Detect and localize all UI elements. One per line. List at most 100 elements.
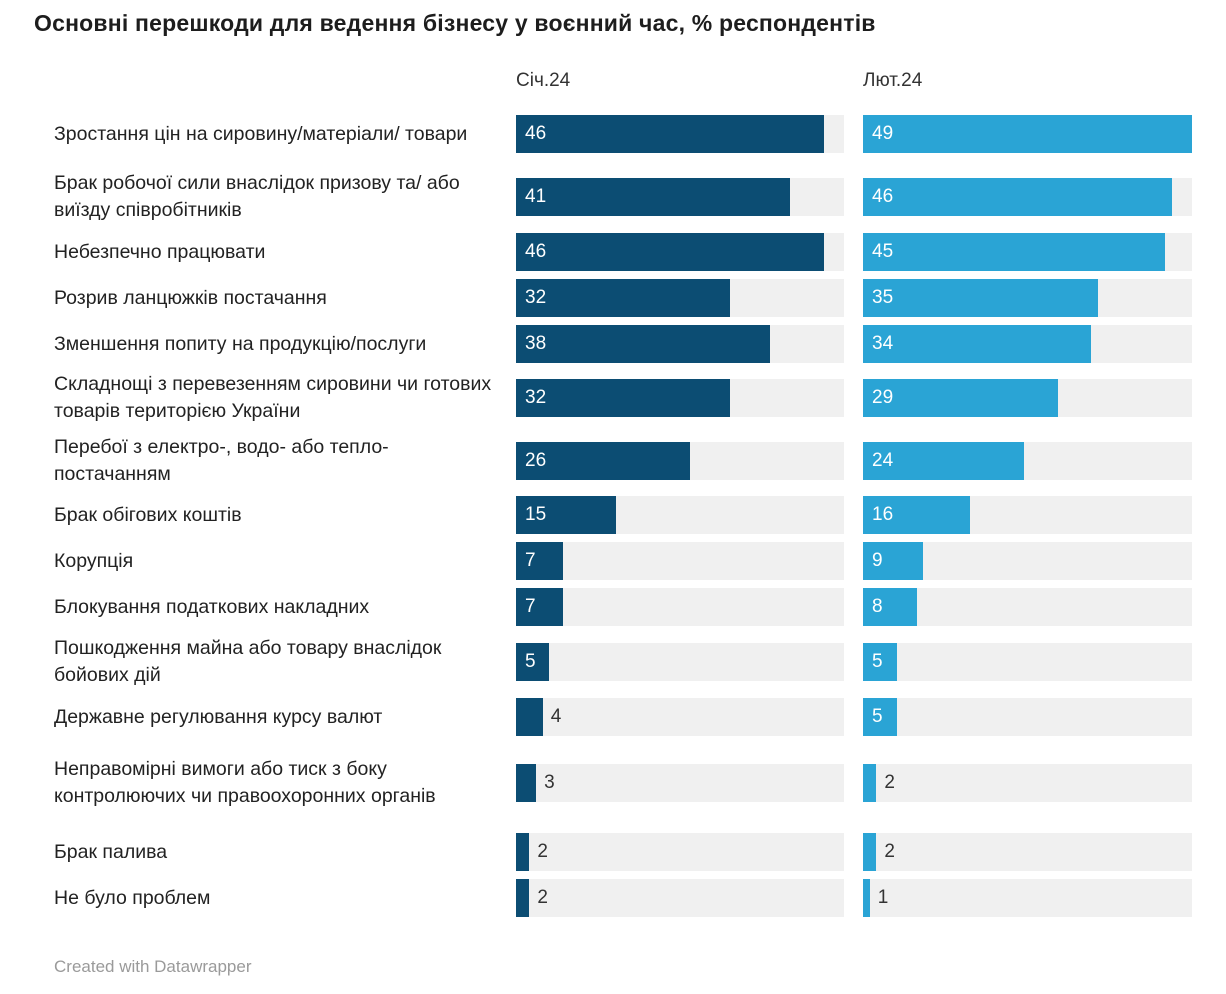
bar-feb: [863, 233, 1166, 271]
data-label-feb: 46: [872, 186, 894, 207]
bar-track-jan: 7: [516, 588, 844, 626]
bar-track-jan: 46: [516, 115, 844, 153]
bar-track-jan: 32: [516, 279, 844, 317]
bar-feb: [863, 279, 1098, 317]
category-label: Брак палива: [54, 840, 168, 863]
bar-jan: [516, 643, 550, 681]
data-label-feb: 2: [884, 772, 895, 793]
bar-feb: [863, 643, 897, 681]
bar-feb: [863, 325, 1092, 363]
bar-jan: [516, 279, 731, 317]
bar-track-feb: 35: [863, 279, 1192, 317]
bar-track-jan: 3: [516, 764, 844, 802]
bar-track-jan: 4: [516, 698, 844, 736]
category-label: Неправомірні вимоги або тиск з боку конт…: [54, 758, 436, 807]
bar-track-feb: 8: [863, 588, 1192, 626]
bar-track-feb: 2: [863, 833, 1192, 871]
data-label-jan: 46: [525, 123, 547, 144]
category-label: Зростання цін на сировину/матеріали/ тов…: [54, 122, 468, 145]
bar-track-feb: 5: [863, 698, 1192, 736]
bar-track-jan: 26: [516, 442, 844, 480]
bar-track-feb: 1: [863, 879, 1192, 917]
bar-track-jan: 15: [516, 496, 844, 534]
data-label-feb: 45: [872, 241, 894, 262]
data-label-feb: 1: [877, 887, 889, 908]
bar-track-feb: 16: [863, 496, 1192, 534]
category-label: Розрив ланцюжків постачання: [54, 286, 327, 309]
bar-jan: [516, 879, 530, 917]
bar-track-jan: 2: [516, 833, 844, 871]
bar-jan: [516, 833, 530, 871]
bar-track-feb: 45: [863, 233, 1192, 271]
category-label: Зменшення попиту на продукцію/послуги: [54, 332, 427, 355]
column-header-feb: Лют.24: [863, 70, 923, 91]
bar-track-jan: 38: [516, 325, 844, 363]
bar-track-jan: 46: [516, 233, 844, 271]
bar-feb: [863, 442, 1025, 480]
chart-title: Основні перешкоди для ведення бізнесу у …: [34, 10, 876, 36]
bar-feb: [863, 833, 877, 871]
data-label-jan: 2: [537, 841, 548, 862]
bar-jan: [516, 115, 824, 153]
data-label-jan: 4: [550, 706, 562, 727]
category-label: Перебої з електро-, водо- або тепло- пос…: [54, 436, 389, 485]
data-label-jan: 32: [525, 287, 547, 308]
category-label: Пошкодження майна або товару внаслідок б…: [54, 637, 442, 686]
bar-track-feb: 49: [863, 115, 1192, 153]
data-label-feb: 29: [872, 387, 894, 408]
bar-jan: [516, 588, 563, 626]
data-label-jan: 38: [525, 333, 547, 354]
bar-jan: [516, 698, 543, 736]
category-label: Небезпечно працювати: [54, 240, 266, 263]
bar-track-jan: 41: [516, 178, 844, 216]
data-label-feb: 49: [872, 123, 894, 144]
data-label-feb: 34: [872, 333, 894, 354]
category-label: Брак робочої сили внаслідок призову та/ …: [54, 172, 460, 221]
bar-jan: [516, 233, 824, 271]
category-label: Не було проблем: [54, 886, 211, 909]
bar-track-jan: 2: [516, 879, 844, 917]
data-label-jan: 7: [525, 550, 536, 571]
data-label-jan: 32: [525, 387, 547, 408]
bar-jan: [516, 379, 731, 417]
data-label-jan: 41: [525, 186, 547, 207]
category-label: Брак обігових коштів: [54, 503, 242, 526]
bar-jan: [516, 764, 537, 802]
bar-track-jan: 32: [516, 379, 844, 417]
bar-jan: [516, 325, 771, 363]
category-label: Державне регулювання курсу валют: [54, 705, 383, 728]
bar-track-feb: 5: [863, 643, 1192, 681]
bar-track-feb: 9: [863, 542, 1192, 580]
data-label-feb: 5: [872, 651, 883, 672]
bar-track-feb: 24: [863, 442, 1192, 480]
data-label-jan: 7: [525, 596, 536, 617]
bar-track-feb: 46: [863, 178, 1192, 216]
bar-feb: [863, 588, 917, 626]
data-label-jan: 46: [525, 241, 547, 262]
category-label: Блокування податкових накладних: [54, 595, 370, 618]
data-label-feb: 16: [872, 504, 894, 525]
bar-jan: [516, 496, 617, 534]
data-label-feb: 24: [872, 450, 894, 471]
data-label-feb: 2: [884, 841, 895, 862]
data-label-feb: 9: [872, 550, 883, 571]
bar-jan: [516, 442, 691, 480]
bar-jan: [516, 178, 791, 216]
bar-track-jan: 7: [516, 542, 844, 580]
data-label-jan: 5: [525, 651, 536, 672]
data-label-feb: 35: [872, 287, 894, 308]
datawrapper-credit: Created with Datawrapper: [54, 957, 252, 976]
bar-track-feb: 34: [863, 325, 1192, 363]
bar-feb: [863, 879, 870, 917]
bar-track-feb: 2: [863, 764, 1192, 802]
bar-feb: [863, 698, 897, 736]
data-label-jan: 2: [537, 887, 548, 908]
data-label-jan: 15: [525, 504, 547, 525]
bar-feb: [863, 764, 877, 802]
bar-feb: [863, 379, 1058, 417]
data-label-feb: 8: [872, 596, 883, 617]
data-label-jan: 26: [525, 450, 547, 471]
bar-feb: [863, 115, 1192, 153]
data-label-jan: 3: [544, 772, 555, 793]
column-header-jan: Січ.24: [516, 70, 571, 91]
